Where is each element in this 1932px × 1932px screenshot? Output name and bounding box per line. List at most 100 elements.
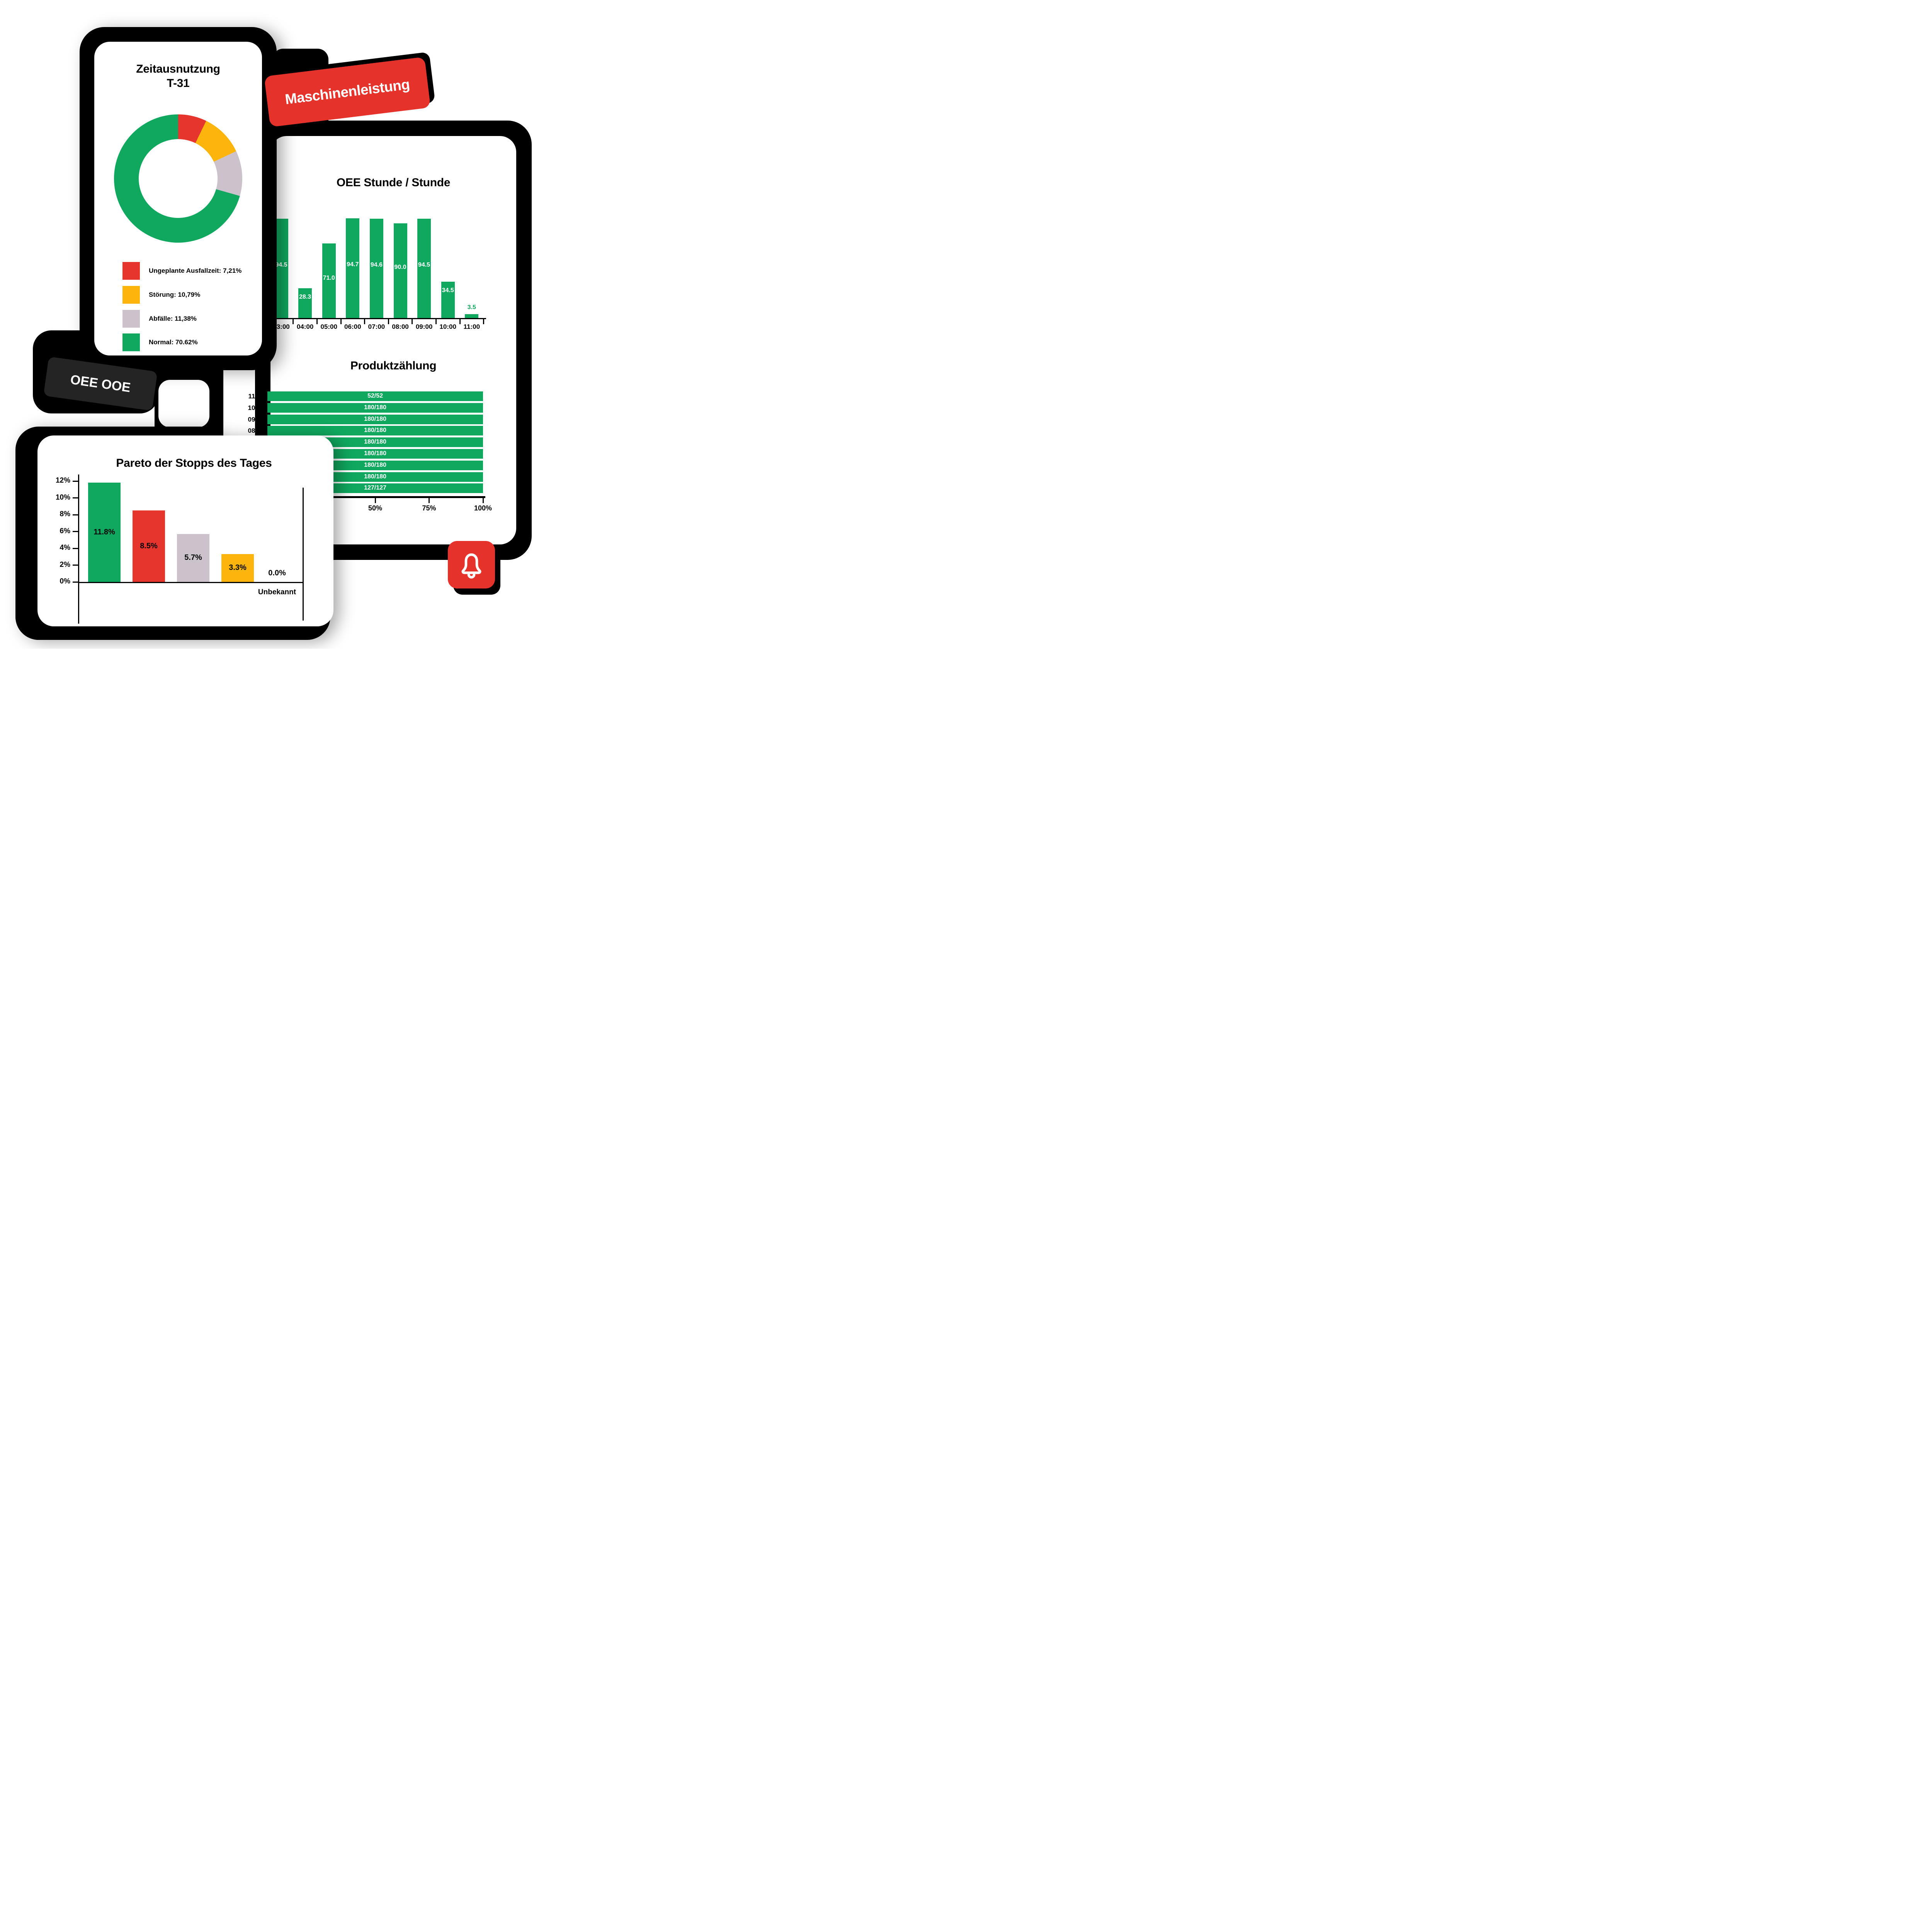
oee-bar xyxy=(465,314,479,318)
pareto-y-label: 2% xyxy=(60,560,70,569)
oee-x-label: 09:00 xyxy=(415,323,433,330)
product-row-value: 180/180 xyxy=(364,473,386,480)
product-x-axis xyxy=(267,496,485,498)
pareto-bar-value: 3.3% xyxy=(229,563,247,572)
oee-x-tick xyxy=(293,319,294,324)
oee-x-label: 06:00 xyxy=(344,323,361,330)
oee-ooe-badge-label: OEE OOE xyxy=(69,372,132,395)
oee-x-label: 08:00 xyxy=(392,323,409,330)
product-x-tick xyxy=(374,498,376,503)
oee-bar-value: 71.0 xyxy=(323,275,335,281)
pareto-y-label: 8% xyxy=(60,510,70,518)
product-x-label: 100% xyxy=(474,504,492,512)
legend-swatch-gray xyxy=(122,310,140,328)
pareto-y-tick xyxy=(73,497,78,498)
product-x-tick xyxy=(429,498,430,503)
oee-x-tick xyxy=(364,319,366,324)
oee-x-tick xyxy=(483,319,485,324)
machine-performance-badge-label: Maschinenleistung xyxy=(284,76,411,107)
product-row-value: 127/127 xyxy=(364,485,386,492)
legend-label: Normal: 70.62% xyxy=(149,338,198,346)
pareto-title: Pareto der Stopps des Tages xyxy=(116,457,272,469)
donut-hole xyxy=(139,139,218,218)
oee-bar xyxy=(274,219,288,318)
oee-x-tick xyxy=(340,319,342,324)
pareto-y-label: 0% xyxy=(60,577,70,585)
pareto-bar xyxy=(88,483,121,582)
pareto-y-tick xyxy=(73,548,78,549)
legend-swatch-yellow xyxy=(122,286,140,304)
oee-x-label: 10:00 xyxy=(439,323,456,330)
pareto-y-tick xyxy=(73,480,78,482)
legend-swatch-red xyxy=(122,262,140,280)
product-row-value: 180/180 xyxy=(364,450,386,457)
pareto-y-tick xyxy=(73,565,78,566)
oee-bar-value: 3.5 xyxy=(467,304,476,311)
pareto-x-label: Unbekannt xyxy=(258,588,296,596)
oee-x-label: 05:00 xyxy=(320,323,337,330)
oee-bar-value: 28.3 xyxy=(299,294,311,300)
oee-x-tick xyxy=(388,319,389,324)
oee-bar xyxy=(417,219,431,318)
pareto-y-label: 6% xyxy=(60,527,70,535)
bell-icon xyxy=(461,553,481,578)
product-row-bar xyxy=(267,403,483,413)
product-row-bar xyxy=(267,426,483,436)
product-row-value: 180/180 xyxy=(364,415,386,422)
oee-bar xyxy=(369,219,383,318)
pareto-y-tick xyxy=(73,531,78,532)
time-usage-title: Zeitausnutzung T-31 xyxy=(94,62,262,90)
pareto-y-tick xyxy=(73,514,78,515)
time-usage-title-line1: Zeitausnutzung xyxy=(136,63,220,75)
donut-legend: Ungeplante Ausfallzeit: 7,21% Störung: 10… xyxy=(80,27,277,370)
pareto-bar xyxy=(221,554,254,582)
product-count-title: Produktzählung xyxy=(350,359,437,372)
oee-bar-value: 94.5 xyxy=(418,262,430,268)
oee-x-label: 07:00 xyxy=(368,323,385,330)
product-row-value: 180/180 xyxy=(364,439,386,446)
connector-tab-window xyxy=(158,380,209,427)
oee-bar xyxy=(346,218,360,318)
notification-bell-button[interactable] xyxy=(448,541,495,588)
pareto-y-axis xyxy=(78,474,79,624)
oee-bar xyxy=(441,282,455,318)
oee-bar xyxy=(322,243,336,318)
oee-x-label: 04:00 xyxy=(296,323,314,330)
oee-bar-value: 94.7 xyxy=(347,261,359,268)
pareto-y-label: 12% xyxy=(55,476,70,485)
oee-chart-title: OEE Stunde / Stunde xyxy=(336,176,451,189)
oee-bar-value: 94.6 xyxy=(370,262,383,268)
product-row-value: 180/180 xyxy=(364,404,386,411)
oee-bar xyxy=(393,223,407,318)
oee-bar-value: 94.5 xyxy=(275,262,287,268)
pareto-y-label: 4% xyxy=(60,544,70,552)
oee-x-tick xyxy=(435,319,437,324)
legend-label: Störung: 10,79% xyxy=(149,291,201,298)
oee-x-tick xyxy=(412,319,413,324)
pareto-bar xyxy=(133,510,165,582)
oee-bar-value: 34.5 xyxy=(442,287,454,294)
dashboard-collage: OEE Stunde / Stunde 94.5 03:00 28.3 04:00 71… xyxy=(0,0,539,649)
pareto-right-axis xyxy=(303,488,304,621)
time-usage-title-line2: T-31 xyxy=(167,77,190,90)
legend-label: Abfälle: 11,38% xyxy=(149,315,197,322)
pareto-bar-value: 8.5% xyxy=(140,542,158,550)
oee-bar xyxy=(298,288,312,318)
legend-swatch-green xyxy=(122,333,140,351)
product-x-label: 50% xyxy=(368,504,383,512)
oee-x-tick xyxy=(459,319,461,324)
product-row-bar xyxy=(267,414,483,424)
oee-x-label: 03:00 xyxy=(273,323,290,330)
product-x-tick xyxy=(482,498,484,503)
product-row-bar xyxy=(267,391,483,401)
pareto-bar-value: 5.7% xyxy=(184,553,202,562)
oee-x-tick xyxy=(316,319,318,324)
product-row-value: 180/180 xyxy=(364,461,386,468)
pareto-y-label: 10% xyxy=(55,493,70,502)
pareto-bar-value: 11.8% xyxy=(94,528,115,536)
pareto-bar xyxy=(177,534,209,582)
product-row-value: 180/180 xyxy=(364,427,386,434)
oee-x-axis xyxy=(270,318,486,319)
product-row-time: 08:00 xyxy=(248,427,265,435)
product-row-time: 11:00 xyxy=(248,393,265,400)
